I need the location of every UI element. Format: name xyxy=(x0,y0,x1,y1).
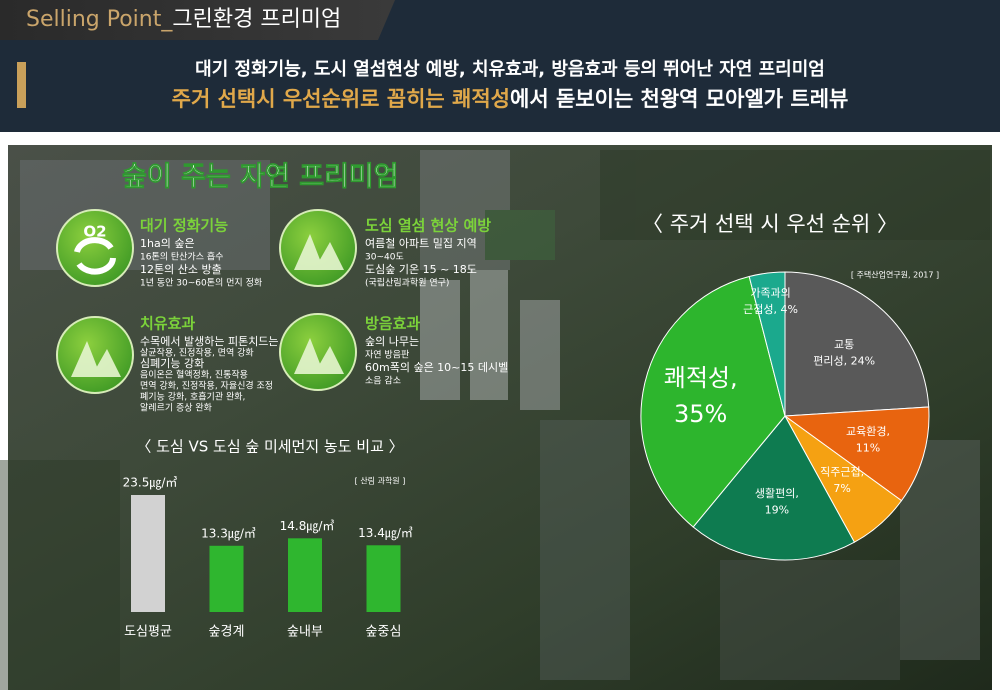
icon-glyph xyxy=(294,234,344,270)
feature-line: 여름철 아파트 밀집 지역 xyxy=(365,237,477,250)
x-tick-label: 숲경계 xyxy=(209,625,245,640)
bar xyxy=(131,495,165,612)
pie-slice xyxy=(784,271,930,417)
bar-value-label: 13.3㎍/㎥ xyxy=(201,526,256,540)
section-title: 숲이 주는 자연 프리미엄 xyxy=(122,162,399,193)
line2-rest: 에서 돋보이는 천왕역 모아엘가 트레뷰 xyxy=(510,87,848,111)
header-line1: 대기 정화기능, 도시 열섬현상 예방, 치유효과, 방음효과 등의 뛰어난 자… xyxy=(195,59,825,80)
pie-label: 편리성, 24% xyxy=(813,354,875,367)
icon-glyph xyxy=(74,237,116,275)
feature-line: 12톤의 산소 방출 xyxy=(140,263,222,276)
icon-label: O2 xyxy=(83,223,106,241)
feature-line: 소음 감소 xyxy=(365,375,401,387)
feature-heading: 방음효과 xyxy=(365,315,420,333)
chart-source: [ 주택산업연구원, 2017 ] xyxy=(851,270,939,280)
bar xyxy=(366,545,401,612)
pie-label: 35% xyxy=(674,400,727,428)
tab-prefix: Selling Point_ xyxy=(26,7,173,32)
x-tick-label: 도심평균 xyxy=(124,625,172,640)
pie-slice xyxy=(692,415,856,561)
feature-heading: 대기 정화기능 xyxy=(140,217,228,235)
chart-title: 〈 주거 선택 시 우선 순위 〉 xyxy=(642,212,898,236)
pie-label: 11% xyxy=(856,441,880,454)
pie-slice xyxy=(640,275,786,528)
header-line2: 주거 선택시 우선순위로 꼽히는 쾌적성에서 돋보이는 천왕역 모아엘가 트레뷰 xyxy=(172,87,849,111)
bar xyxy=(209,545,244,612)
feature-icon xyxy=(56,316,134,394)
feature-line: 자연 방음판 xyxy=(365,350,409,361)
bar-value-label: 13.4㎍/㎥ xyxy=(358,526,413,540)
feature-icon xyxy=(279,209,357,287)
line2-highlight: 주거 선택시 우선순위로 꼽히는 쾌적성 xyxy=(172,87,510,111)
feature-line: 면역 강화, 진정작용, 자율신경 조정 xyxy=(140,380,273,392)
pie-label: 생활편의, xyxy=(755,486,799,500)
x-tick-label: 숲내부 xyxy=(287,625,323,640)
feature-line: 30~40도 xyxy=(365,253,404,263)
pie-label: 가족과의 xyxy=(750,286,790,299)
feature-line: 숲의 나무는 xyxy=(365,335,419,348)
feature-line: 폐기능 강화, 호흡기관 완화, xyxy=(140,391,245,403)
pie-label: 직주근접, xyxy=(820,466,864,479)
accent-bar xyxy=(17,62,26,108)
pie-label: 7% xyxy=(833,482,850,495)
feature-line: 도심숲 기온 15 ~ 18도 xyxy=(365,263,477,276)
pie-slice xyxy=(783,406,930,502)
feature-heading: 치유효과 xyxy=(140,315,195,333)
feature-line: 60m폭의 숲은 10~15 데시벨 xyxy=(365,361,508,374)
icon-glyph xyxy=(294,338,344,374)
feature-icon xyxy=(279,313,357,391)
pie-label: 교통 xyxy=(834,338,854,351)
header-tab-title: Selling Point_그린환경 프리미엄 xyxy=(26,7,341,32)
feature-line: 16톤의 탄산가스 흡수 xyxy=(140,251,223,263)
feature-line: 음이온은 혈액정화, 진통작용 xyxy=(140,369,248,381)
bar xyxy=(288,538,322,612)
feature-line: 살균작용, 진정작용, 면역 강화 xyxy=(140,348,254,359)
feature-line: 알레르기 증상 완화 xyxy=(140,403,212,414)
header-tab xyxy=(0,0,395,40)
bar-value-label: 14.8㎍/㎥ xyxy=(280,519,335,533)
bar-value-label: 23.5㎍/㎥ xyxy=(123,476,178,490)
feature-icon xyxy=(56,209,134,287)
icon-glyph xyxy=(71,341,121,377)
feature-line: 1ha의 숲은 xyxy=(140,237,195,250)
feature-line: (국립산림과학원 연구) xyxy=(365,277,449,289)
feature-line: 수목에서 발생하는 피톤치드는 xyxy=(140,334,279,348)
chart-note: [ 산림 과학원 ] xyxy=(355,476,406,486)
chart-title: 〈 도심 VS 도심 숲 미세먼지 농도 비교 〉 xyxy=(136,438,403,456)
pie-label: 쾌적성, xyxy=(664,364,738,392)
tab-title: 그린환경 프리미엄 xyxy=(172,7,341,32)
feature-line: 1년 동안 30~60톤의 먼지 정화 xyxy=(140,278,262,289)
pie-label: 19% xyxy=(765,503,789,516)
x-tick-label: 숲중심 xyxy=(366,625,402,640)
pie-slice xyxy=(748,271,786,417)
pie-label: 교육환경, xyxy=(846,425,890,438)
feature-heading: 도심 열섬 현상 예방 xyxy=(365,217,491,235)
pie-label: 근접성, 4% xyxy=(743,303,798,316)
feature-line: 심폐기능 강화 xyxy=(140,357,204,370)
